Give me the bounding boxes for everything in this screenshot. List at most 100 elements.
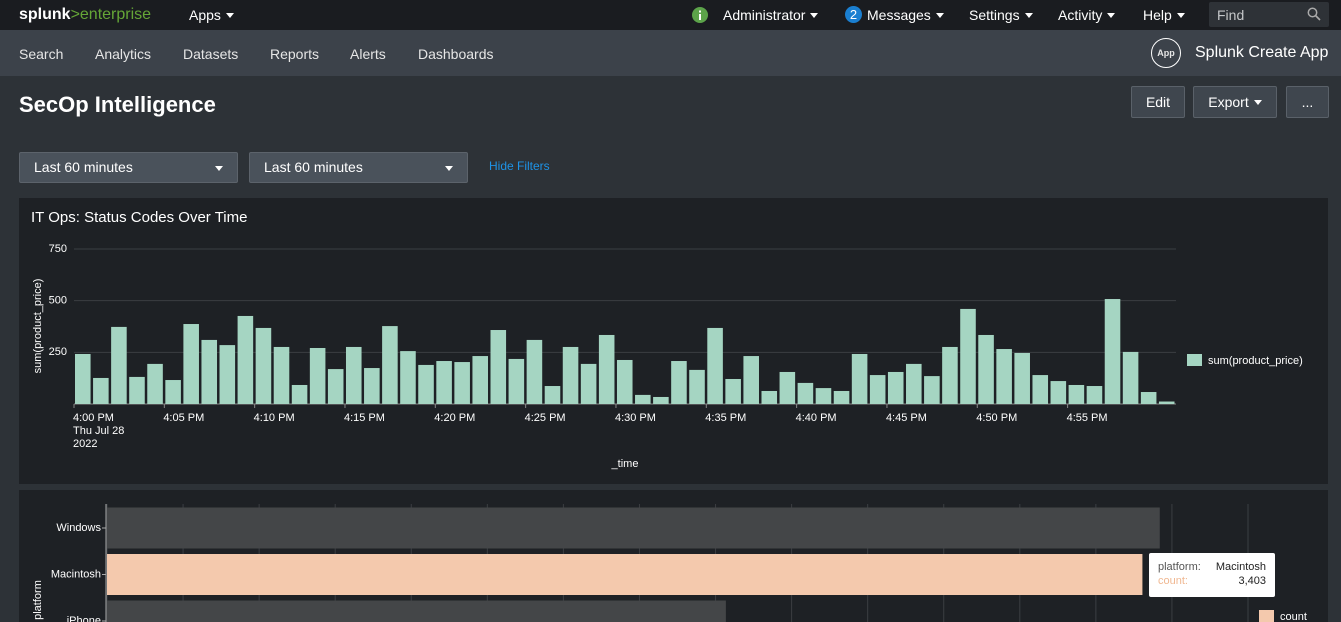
- time-filter[interactable]: Last 60 minutes: [19, 152, 238, 183]
- bar: [291, 384, 308, 404]
- top-bar: splunk>enterprise Apps Administrator 2 M…: [0, 0, 1341, 30]
- bar: [1140, 392, 1157, 404]
- filter-label: Last 60 minutes: [34, 159, 133, 175]
- bar: [255, 327, 272, 404]
- bar: [345, 346, 362, 404]
- legend-swatch: [1259, 610, 1274, 622]
- logo-product: >enterprise: [70, 6, 152, 23]
- bar: [309, 347, 326, 404]
- bar: [1014, 352, 1030, 404]
- user-label: Administrator: [723, 7, 806, 23]
- nav-item[interactable]: Datasets: [183, 46, 239, 62]
- bar: [869, 375, 886, 404]
- bar: [526, 339, 543, 404]
- activity-label: Activity: [1058, 7, 1103, 23]
- x-tick-label: 4:35 PM: [705, 412, 746, 424]
- y-axis-label: platform: [32, 580, 44, 620]
- bar: [996, 349, 1012, 404]
- more-button[interactable]: ...: [1286, 86, 1329, 118]
- bar: [147, 363, 163, 404]
- bar: [725, 378, 741, 404]
- filter-label: Last 60 minutes: [264, 159, 363, 175]
- logo[interactable]: splunk>enterprise: [19, 6, 151, 24]
- help-menu[interactable]: Help: [1143, 7, 1185, 23]
- tooltip-key: platform:: [1158, 561, 1201, 573]
- x-tick-label: 4:45 PM: [886, 412, 927, 424]
- bar: [743, 356, 759, 404]
- bar: [273, 346, 290, 404]
- nav-item[interactable]: Analytics: [95, 46, 152, 62]
- bar: [219, 345, 236, 404]
- x-tick-label: 4:55 PM: [1067, 412, 1108, 424]
- bar: [960, 308, 976, 404]
- tooltip-value: Macintosh: [1216, 561, 1266, 573]
- bar: [107, 554, 1143, 595]
- bar: [454, 362, 470, 404]
- x-tick-label: 4:30 PM: [615, 412, 656, 424]
- bar: [887, 371, 904, 404]
- bar: [400, 351, 416, 404]
- bar: [508, 358, 525, 404]
- bar: [327, 369, 344, 404]
- bar: [851, 353, 868, 404]
- messages-badge: 2: [845, 6, 862, 23]
- bar: [1122, 351, 1139, 404]
- bar: [616, 359, 633, 404]
- bar: [942, 346, 958, 404]
- tooltip-key: count:: [1158, 575, 1188, 587]
- bar: [75, 353, 91, 404]
- messages-menu[interactable]: Messages: [867, 7, 944, 23]
- bar: [544, 386, 561, 404]
- hide-filters-link[interactable]: Hide Filters: [489, 159, 550, 173]
- bar: [1158, 401, 1175, 404]
- app-name[interactable]: Splunk Create App: [1195, 44, 1329, 61]
- apps-menu[interactable]: Apps: [189, 7, 234, 23]
- time-filter[interactable]: Last 60 minutes: [249, 152, 468, 183]
- edit-button[interactable]: Edit: [1131, 86, 1185, 118]
- settings-menu[interactable]: Settings: [969, 7, 1033, 23]
- platform-chart: Windows Macintosh iPhone platform count platf…: [32, 504, 1307, 622]
- bar: [635, 394, 651, 404]
- y-tick-label: 750: [49, 243, 67, 255]
- bar: [436, 361, 452, 404]
- export-button[interactable]: Export: [1193, 86, 1277, 118]
- activity-menu[interactable]: Activity: [1058, 7, 1116, 23]
- legend-swatch: [1187, 354, 1202, 366]
- bar: [689, 369, 705, 404]
- bar: [653, 396, 669, 404]
- apps-label: Apps: [189, 7, 221, 23]
- bar: [364, 368, 380, 404]
- bar: [237, 315, 254, 404]
- x-axis-label: _time: [611, 458, 639, 470]
- bar: [598, 334, 615, 404]
- bar: [165, 380, 181, 404]
- y-tick-label: 500: [49, 295, 67, 307]
- nav-item[interactable]: Dashboards: [418, 46, 494, 62]
- nav-item[interactable]: Reports: [270, 46, 320, 62]
- x-tick-label: 4:20 PM: [434, 412, 475, 424]
- dashboard-title: SecOp Intelligence: [19, 92, 216, 117]
- bar: [183, 324, 199, 404]
- bar: [833, 390, 850, 404]
- user-menu[interactable]: Administrator: [723, 7, 819, 23]
- export-label: Export: [1208, 94, 1249, 110]
- nav-item[interactable]: Alerts: [350, 46, 386, 62]
- bar: [562, 346, 579, 404]
- status-chart: IT Ops: Status Codes Over Time 250 500 750 4…: [31, 209, 1303, 470]
- x-tick-label: 4:10 PM: [254, 412, 295, 424]
- bar: [978, 334, 994, 404]
- y-tick-label: Macintosh: [51, 568, 101, 580]
- x-tick-label: 4:25 PM: [525, 412, 566, 424]
- bar: [761, 390, 778, 404]
- bar: [472, 356, 489, 404]
- nav-item[interactable]: Search: [19, 46, 64, 62]
- bar: [490, 330, 507, 404]
- chart-title: IT Ops: Status Codes Over Time: [31, 209, 247, 226]
- find-box[interactable]: Find: [1209, 2, 1329, 27]
- messages-label: Messages: [867, 7, 931, 23]
- bar: [906, 363, 922, 404]
- x-tick-label: 4:40 PM: [796, 412, 837, 424]
- tooltip: [1149, 553, 1275, 597]
- bar: [815, 388, 832, 404]
